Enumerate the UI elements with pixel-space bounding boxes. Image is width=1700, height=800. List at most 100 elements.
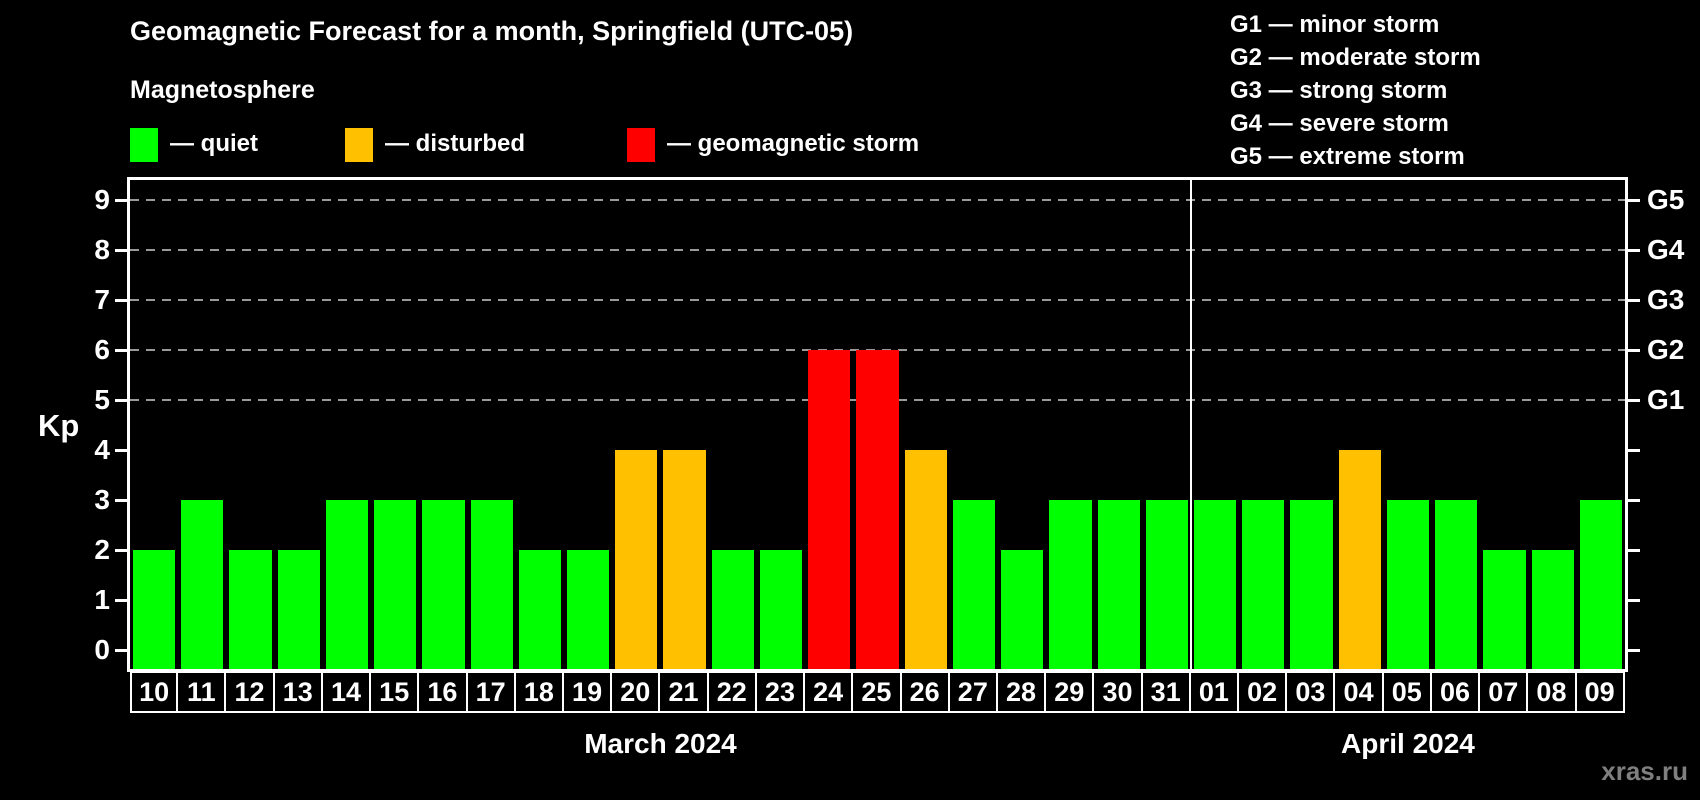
y-axis-tick-label-3: 3 xyxy=(94,484,110,515)
y-axis-tick-label-0: 0 xyxy=(94,634,110,665)
right-tick-kp1 xyxy=(1628,598,1640,602)
kp-bar-day-05 xyxy=(1386,500,1430,669)
y-axis-tick-label-1: 1 xyxy=(94,584,110,615)
kp-bar-day-02 xyxy=(1242,500,1285,669)
y-axis-tick-label-8: 8 xyxy=(94,234,110,265)
kp-bar-day-25 xyxy=(856,350,899,669)
kp-bar-day-17 xyxy=(470,500,513,669)
right-tick-kp4 xyxy=(1628,448,1640,452)
kp-bar-day-30 xyxy=(1097,500,1140,669)
left-tick-kp7 xyxy=(115,298,127,302)
right-axis-label-g4: G4 xyxy=(1647,234,1685,265)
g-legend-line-3: G3 — strong storm xyxy=(1230,77,1448,104)
left-tick-kp1 xyxy=(115,598,127,602)
y-axis-tick-label-6: 6 xyxy=(94,334,110,365)
chart-title: Geomagnetic Forecast for a month, Spring… xyxy=(130,16,854,46)
kp-bar-day-12 xyxy=(229,550,272,669)
day-label-17: 17 xyxy=(465,671,516,713)
day-label-29: 29 xyxy=(1044,671,1095,713)
kp-bar-day-01 xyxy=(1193,500,1237,669)
kp-bar-day-10 xyxy=(133,550,176,669)
day-label-18: 18 xyxy=(513,671,564,713)
kp-bar-day-06 xyxy=(1435,500,1478,669)
kp-bar-day-26 xyxy=(904,450,947,669)
right-axis-label-g2: G2 xyxy=(1647,334,1685,365)
day-label-25: 25 xyxy=(851,671,902,713)
day-label-19: 19 xyxy=(561,671,613,713)
kp-bar-day-28 xyxy=(1001,550,1044,669)
plot-area xyxy=(127,177,1628,672)
day-label-03: 03 xyxy=(1285,671,1336,713)
quiet-color-swatch-icon xyxy=(130,128,158,162)
kp-bar-day-16 xyxy=(422,500,465,669)
gridline-kp9 xyxy=(130,199,1625,201)
g-legend-line-1: G1 — minor storm xyxy=(1230,11,1440,38)
kp-bar-day-13 xyxy=(277,550,320,669)
left-tick-kp9 xyxy=(115,198,127,202)
right-tick-kp8 xyxy=(1628,248,1640,252)
kp-bar-day-27 xyxy=(952,500,996,669)
g-legend-line-2: G2 — moderate storm xyxy=(1230,44,1481,71)
day-label-12: 12 xyxy=(224,671,275,713)
day-label-11: 11 xyxy=(176,671,227,713)
day-label-08: 08 xyxy=(1526,671,1577,713)
day-label-06: 06 xyxy=(1429,671,1481,713)
kp-bar-day-11 xyxy=(181,500,224,669)
x-axis-day-labels: 10 11 12 13 14 15 16 17 18 19 20 21 22 23 24 25 26 27 28 29… xyxy=(130,671,1625,713)
day-label-09: 09 xyxy=(1574,671,1625,713)
legend-label-quiet: — quiet xyxy=(170,130,258,157)
right-axis-line xyxy=(1625,177,1628,672)
day-label-04: 04 xyxy=(1333,671,1384,713)
kp-bar-day-31 xyxy=(1145,500,1188,669)
day-label-30: 30 xyxy=(1092,671,1143,713)
day-label-16: 16 xyxy=(417,671,468,713)
y-axis-tick-label-5: 5 xyxy=(94,384,110,415)
kp-bar-day-18 xyxy=(518,550,562,669)
plot-frame-top xyxy=(127,177,1628,180)
kp-bar-day-03 xyxy=(1290,500,1333,669)
kp-bar-day-23 xyxy=(759,550,803,669)
day-label-10: 10 xyxy=(130,671,179,713)
day-label-31: 31 xyxy=(1140,671,1191,713)
kp-bar-day-09 xyxy=(1579,500,1622,669)
day-label-28: 28 xyxy=(995,671,1047,713)
right-axis-label-g1: G1 xyxy=(1647,384,1685,415)
y-axis-tick-label-2: 2 xyxy=(94,534,110,565)
kp-bar-day-04 xyxy=(1338,450,1381,669)
legend-label-storm: — geomagnetic storm xyxy=(667,130,920,157)
day-label-22: 22 xyxy=(706,671,757,713)
kp-bar-day-15 xyxy=(374,500,417,669)
left-tick-kp3 xyxy=(115,498,127,502)
right-axis-label-g5: G5 xyxy=(1647,184,1685,215)
g-legend-line-5: G5 — extreme storm xyxy=(1230,143,1465,170)
day-label-20: 20 xyxy=(610,671,661,713)
gridline-kp7 xyxy=(130,299,1625,301)
legend-label-disturbed: — disturbed xyxy=(385,130,526,157)
kp-bar-day-29 xyxy=(1049,500,1092,669)
right-tick-kp6 xyxy=(1628,348,1640,352)
left-tick-kp4 xyxy=(115,448,127,452)
right-tick-kp0 xyxy=(1628,648,1640,652)
kp-bar-day-22 xyxy=(711,550,754,669)
plot-frame-bottom xyxy=(127,669,1628,672)
right-tick-kp3 xyxy=(1628,498,1640,502)
left-tick-kp8 xyxy=(115,248,127,252)
right-axis-label-g3: G3 xyxy=(1647,284,1685,315)
kp-bar-day-21 xyxy=(663,450,706,669)
day-label-02: 02 xyxy=(1237,671,1288,713)
storm-color-swatch-icon xyxy=(627,128,655,162)
day-label-14: 14 xyxy=(320,671,372,713)
y-axis-label: Kp xyxy=(38,408,80,443)
magnetosphere-subtitle: Magnetosphere xyxy=(130,76,315,104)
month-separator-line xyxy=(1189,180,1192,669)
g-scale-legend: G1 — minor storm G2 — moderate storm G3 — … xyxy=(1230,8,1481,173)
left-tick-kp2 xyxy=(115,548,127,552)
day-label-15: 15 xyxy=(369,671,420,713)
y-axis-tick-label-9: 9 xyxy=(94,184,110,215)
day-label-13: 13 xyxy=(272,671,323,713)
right-tick-kp5 xyxy=(1628,398,1640,402)
kp-bar-day-24 xyxy=(808,350,851,669)
right-tick-kp9 xyxy=(1628,198,1640,202)
day-label-01: 01 xyxy=(1188,671,1240,713)
